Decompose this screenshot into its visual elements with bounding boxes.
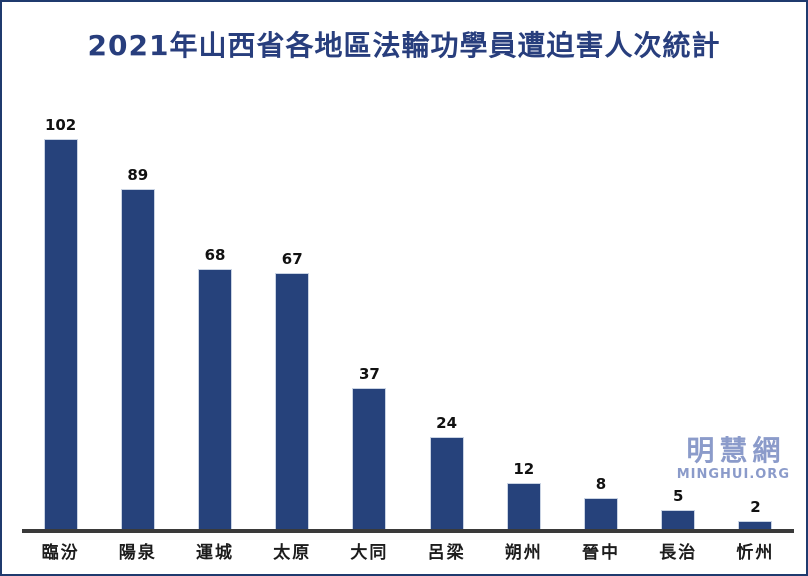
bar	[275, 273, 310, 529]
bar-group: 68	[176, 92, 253, 529]
bar-value-label: 68	[204, 246, 226, 264]
x-axis-label: 運城	[196, 543, 234, 563]
bar-value-label: 12	[513, 460, 535, 478]
bar-group: 67	[254, 92, 331, 529]
bar	[738, 521, 773, 529]
x-axis-label: 陽泉	[118, 543, 157, 563]
watermark-site-text: MINGHUI.ORG	[676, 466, 790, 482]
bar-value-label: 24	[436, 414, 458, 432]
bar-group: 8	[562, 92, 639, 529]
bar	[120, 189, 155, 529]
bar	[198, 269, 232, 529]
x-axis-labels: 臨汾 陽泉 運城 太原 大同 呂梁 朔州 晉中 長治 忻州	[22, 538, 794, 563]
x-axis-label: 晉中	[582, 543, 621, 563]
x-axis-label: 忻州	[736, 543, 775, 563]
bar	[661, 510, 696, 529]
bar	[43, 139, 78, 529]
bar-plot-area: 102 89 68 67 37 24 12 8 5 2	[22, 92, 794, 533]
bar	[352, 388, 387, 529]
bar	[506, 483, 541, 529]
bar-value-label: 102	[44, 116, 77, 134]
chart-title: 2021年山西省各地區法輪功學員遭迫害人次統計	[87, 29, 721, 62]
bar-value-label: 2	[750, 498, 761, 516]
bar-group: 12	[485, 92, 562, 529]
x-axis-label: 大同	[350, 543, 389, 563]
bar-value-label: 37	[358, 365, 380, 383]
bar-value-label: 89	[127, 166, 149, 184]
bar-value-label: 8	[595, 475, 607, 493]
x-axis-label: 臨汾	[41, 543, 80, 563]
x-axis-label: 呂梁	[427, 543, 466, 563]
bar-value-label: 67	[281, 250, 303, 268]
bar-group: 37	[331, 92, 408, 529]
x-axis-label: 太原	[273, 543, 312, 563]
x-axis-label: 朔州	[504, 543, 543, 563]
bar-group: 89	[99, 92, 176, 529]
bar-group: 2	[717, 92, 794, 529]
bar	[429, 437, 464, 529]
bar-value-label: 5	[673, 487, 684, 505]
bar	[584, 498, 619, 529]
watermark-logo-text: 明慧網	[686, 434, 786, 467]
bar-group: 5	[640, 92, 717, 529]
watermark: 明慧網 MINGHUI.ORG	[676, 435, 790, 482]
bar-group: 24	[408, 92, 485, 529]
bar-group: 102	[22, 92, 99, 529]
x-axis-label: 長治	[659, 543, 698, 563]
